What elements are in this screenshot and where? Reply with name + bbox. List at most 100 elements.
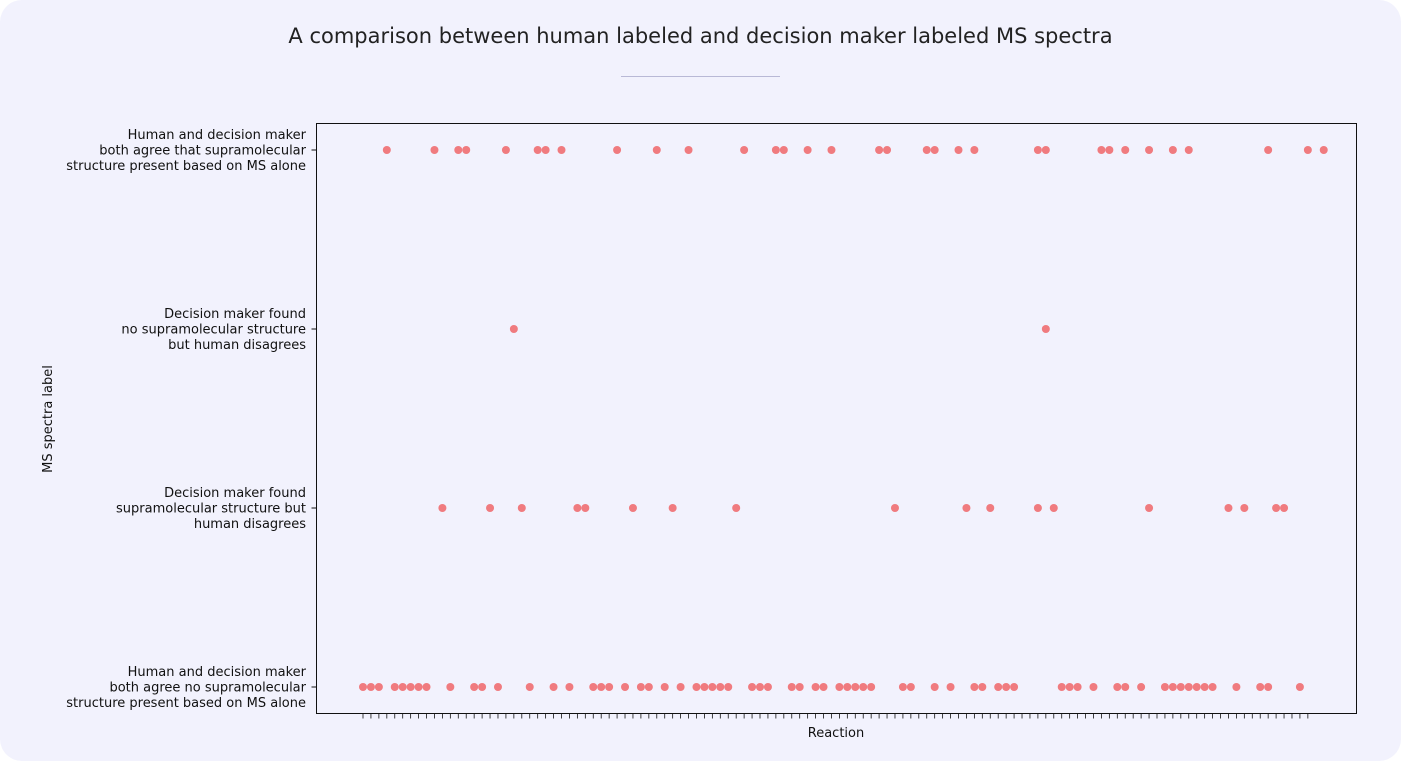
data-point <box>1041 146 1050 154</box>
y-tick-label: but human disagrees <box>168 338 306 353</box>
data-point <box>1256 683 1265 691</box>
data-point <box>1280 504 1289 512</box>
data-point <box>795 683 804 691</box>
data-point <box>843 683 852 691</box>
data-point <box>613 146 622 154</box>
data-point <box>390 683 399 691</box>
y-tick-label: Decision maker found <box>164 307 306 322</box>
data-point <box>827 146 836 154</box>
data-points <box>359 146 1328 691</box>
data-point <box>1121 146 1130 154</box>
data-point <box>756 683 764 691</box>
data-point <box>787 683 796 691</box>
data-point <box>1010 683 1019 691</box>
plot-frame <box>316 123 1357 714</box>
data-point <box>366 683 375 691</box>
data-point <box>636 683 645 691</box>
data-point <box>1272 504 1281 512</box>
data-point <box>708 683 717 691</box>
y-tick-label: Decision maker found <box>164 486 306 501</box>
data-point <box>605 683 614 691</box>
data-point <box>970 146 979 154</box>
data-point <box>589 683 598 691</box>
y-tick-label: structure present based on MS alone <box>66 159 306 174</box>
data-point <box>1192 683 1201 691</box>
chart-title: A comparison between human labeled and d… <box>288 24 1113 48</box>
y-tick-label: both agree that supramolecular <box>99 144 306 159</box>
data-point <box>835 683 844 691</box>
data-point <box>438 504 447 512</box>
data-point <box>875 146 884 154</box>
data-point <box>1033 504 1042 512</box>
data-point <box>716 683 725 691</box>
data-point <box>1089 683 1098 691</box>
data-point <box>493 683 502 691</box>
data-point <box>1184 683 1193 691</box>
data-point <box>621 683 630 691</box>
data-point <box>1264 683 1273 691</box>
data-point <box>906 683 915 691</box>
data-point <box>922 146 931 154</box>
data-point <box>1184 146 1193 154</box>
data-point <box>771 146 780 154</box>
data-point <box>1137 683 1146 691</box>
data-point <box>1319 146 1328 154</box>
y-tick-label: both agree no supramolecular <box>109 681 306 696</box>
data-point <box>557 146 566 154</box>
data-point <box>867 683 876 691</box>
data-point <box>454 146 463 154</box>
y-axis-ticks <box>311 149 317 688</box>
data-point <box>470 683 479 691</box>
data-point <box>1145 504 1154 512</box>
data-point <box>1033 146 1042 154</box>
data-point <box>1073 683 1082 691</box>
data-point <box>898 683 907 691</box>
data-point <box>1041 325 1050 333</box>
data-point <box>565 683 574 691</box>
data-point <box>1240 504 1249 512</box>
data-point <box>883 146 892 154</box>
data-point <box>859 683 868 691</box>
data-point <box>811 683 820 691</box>
data-point <box>692 683 701 691</box>
data-point <box>684 146 693 154</box>
data-point <box>660 683 669 691</box>
data-point <box>581 504 590 512</box>
data-point <box>1057 683 1066 691</box>
data-point <box>1208 683 1217 691</box>
data-point <box>748 683 757 691</box>
data-point <box>478 683 487 691</box>
data-point <box>970 683 979 691</box>
data-point <box>1105 146 1114 154</box>
data-point <box>398 683 407 691</box>
data-point <box>501 146 510 154</box>
data-point <box>732 504 741 512</box>
data-point <box>628 504 637 512</box>
data-point <box>549 683 558 691</box>
data-point <box>414 683 423 691</box>
y-axis-label: MS spectra label <box>41 365 56 473</box>
data-point <box>954 146 963 154</box>
y-tick-label: supramolecular structure but <box>116 502 306 517</box>
data-point <box>1097 146 1106 154</box>
data-point <box>1145 146 1154 154</box>
data-point <box>359 683 367 691</box>
data-point <box>1295 683 1304 691</box>
data-point <box>509 325 518 333</box>
y-tick-label: structure present based on MS alone <box>66 696 306 711</box>
y-tick-label: Human and decision maker <box>128 665 307 680</box>
data-point <box>986 504 995 512</box>
data-point <box>668 504 677 512</box>
y-tick-label: human disagrees <box>194 517 306 532</box>
data-point <box>890 504 899 512</box>
title-divider <box>621 76 780 77</box>
data-point <box>517 504 526 512</box>
data-point <box>652 146 661 154</box>
data-point <box>486 504 495 512</box>
data-point <box>740 146 749 154</box>
data-point <box>803 146 812 154</box>
data-point <box>1232 683 1241 691</box>
data-point <box>930 146 939 154</box>
